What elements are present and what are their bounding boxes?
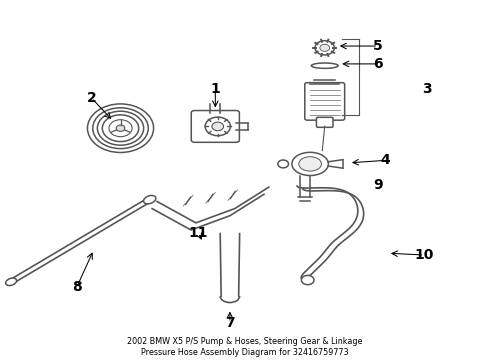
FancyBboxPatch shape [316, 117, 332, 127]
Circle shape [319, 44, 329, 51]
Circle shape [211, 122, 223, 131]
Ellipse shape [143, 195, 156, 204]
Ellipse shape [298, 157, 321, 171]
Ellipse shape [6, 278, 17, 285]
Text: 2002 BMW X5 P/S Pump & Hoses, Steering Gear & Linkage
Pressure Hose Assembly Dia: 2002 BMW X5 P/S Pump & Hoses, Steering G… [126, 337, 362, 357]
Ellipse shape [291, 152, 328, 176]
FancyBboxPatch shape [304, 83, 344, 120]
Text: 10: 10 [414, 248, 433, 262]
Circle shape [277, 160, 288, 168]
Text: 2: 2 [86, 91, 96, 105]
Circle shape [87, 104, 153, 153]
Circle shape [204, 117, 230, 136]
Circle shape [93, 108, 148, 149]
Ellipse shape [311, 63, 337, 68]
Circle shape [314, 41, 334, 55]
Circle shape [97, 111, 143, 145]
Circle shape [116, 125, 124, 131]
Circle shape [102, 115, 139, 141]
Text: 8: 8 [72, 280, 81, 294]
Text: 1: 1 [210, 82, 220, 96]
Text: 7: 7 [224, 316, 234, 330]
Text: 9: 9 [373, 177, 382, 192]
Text: 5: 5 [372, 39, 382, 53]
Text: 11: 11 [188, 226, 207, 240]
Circle shape [109, 120, 132, 137]
Circle shape [301, 275, 313, 285]
Text: 3: 3 [421, 82, 431, 96]
Text: 4: 4 [380, 153, 389, 167]
Text: 6: 6 [373, 57, 382, 71]
FancyBboxPatch shape [191, 111, 239, 142]
